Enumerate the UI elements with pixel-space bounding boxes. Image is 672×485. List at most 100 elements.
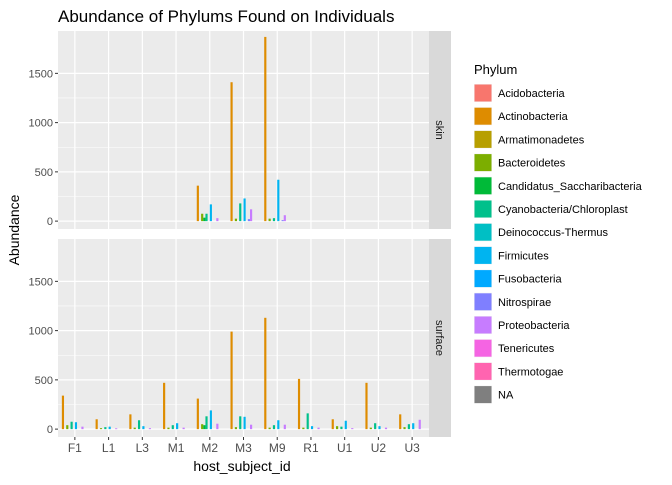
bar-U3-actinobacteria (399, 414, 402, 430)
bar-M9-actinobacteria (264, 36, 267, 222)
bar-M3-firmicutes (243, 198, 246, 222)
bar-M3-nitrospirae (247, 219, 251, 222)
facet-panel-skin: 0 500 1000 1500 skin (29, 31, 451, 229)
legend-item: Thermotogae (474, 362, 563, 381)
bar-U2-actinobacteria (365, 382, 368, 430)
bar-U3-bacteroidetes (403, 427, 406, 430)
bar-U2-firmicutes (378, 426, 381, 430)
bar-U3-proteobacteria (418, 419, 421, 430)
x-tick-label: R1 (303, 441, 319, 455)
y-tick-label: 1500 (29, 276, 53, 288)
x-tick-label: L1 (102, 441, 116, 455)
bar-M2-firmicutes (209, 204, 212, 222)
legend-item: Actinobacteria (474, 107, 569, 126)
bar-M3-cyanobacteria-chloroplast (239, 203, 242, 222)
bar-M1-bacteroidetes (167, 427, 170, 430)
bar-U1-proteobacteria (351, 428, 354, 430)
bar-M2-actinobacteria (196, 185, 199, 222)
legend-swatch (474, 130, 492, 148)
legend-label: Actinobacteria (498, 111, 569, 123)
bar-U3-cyanobacteria-chloroplast (407, 424, 410, 430)
legend-label: Thermotogae (498, 366, 563, 378)
legend-swatch (474, 316, 492, 334)
bar-M1-cyanobacteria-chloroplast (171, 425, 174, 430)
legend: Acidobacteria Actinobacteria Armatimonadet… (474, 84, 643, 404)
y-tick-label: 0 (47, 216, 53, 228)
legend-item: Cyanobacteria/Chloroplast (474, 200, 628, 218)
bar-M3-actinobacteria (230, 82, 233, 222)
bar-M9-proteobacteria (283, 424, 286, 430)
legend-item: NA (474, 385, 514, 404)
bar-L1-proteobacteria (115, 428, 118, 430)
bar-L3-actinobacteria (129, 414, 132, 430)
bar-M9-firmicutes (277, 179, 280, 222)
bar-R1-firmicutes (310, 426, 314, 430)
legend-item: Acidobacteria (474, 84, 566, 102)
bar-M1-firmicutes (176, 423, 179, 430)
facet-strip-label: skin (433, 120, 445, 140)
bar-M9-cyanobacteria-chloroplast (272, 425, 276, 430)
legend-swatch (474, 246, 492, 264)
chart-title: Abundance of Phylums Found on Individual… (58, 7, 394, 26)
legend-label: Armatimonadetes (498, 134, 585, 146)
bar-L3-proteobacteria (148, 428, 151, 430)
legend-swatch (474, 107, 492, 125)
bar-M2-proteobacteria (216, 423, 219, 430)
bar-M2-cyanobacteria-chloroplast (205, 213, 208, 222)
bar-M3-cyanobacteria-chloroplast (239, 416, 242, 430)
legend-item: Armatimonadetes (474, 130, 585, 149)
legend-label: Deinococcus-Thermus (498, 227, 609, 239)
bar-F1-bacteroidetes (66, 425, 69, 430)
bar-M9-bacteroidetes (268, 427, 271, 430)
bar-L3-cyanobacteria-chloroplast (137, 420, 141, 430)
legend-label: Cyanobacteria/Chloroplast (498, 204, 628, 216)
x-tick-label: M2 (201, 441, 218, 455)
legend-swatch (474, 270, 492, 288)
bar-R1-bacteroidetes (302, 427, 305, 430)
bar-L1-cyanobacteria-chloroplast (104, 427, 107, 430)
bar-M3-proteobacteria (250, 424, 253, 430)
bar-F1-cyanobacteria-chloroplast (70, 421, 73, 430)
facet-strip-label: surface (433, 320, 445, 356)
bar-M3-bacteroidetes (234, 218, 237, 222)
legend-swatch (474, 362, 492, 380)
y-tick-label: 500 (35, 375, 53, 387)
legend-label: Bacteroidetes (498, 158, 566, 170)
y-axis-title: Abundance (6, 194, 22, 265)
x-tick-label: U3 (404, 441, 420, 455)
bar-R1-cyanobacteria-chloroplast (306, 413, 309, 430)
bar-L3-bacteroidetes (133, 427, 136, 430)
bar-M2-proteobacteria (216, 218, 219, 222)
legend-label: Firmicutes (498, 250, 549, 262)
legend-swatch (474, 200, 492, 218)
bar-F1-proteobacteria (81, 426, 84, 430)
y-tick-label: 1500 (29, 68, 53, 80)
x-tick-label: M1 (168, 441, 185, 455)
bar-L3-firmicutes (142, 426, 145, 430)
bar-F1-actinobacteria (61, 395, 65, 430)
facet-strip (429, 31, 451, 229)
legend-swatch (474, 177, 492, 195)
bar-M3-actinobacteria (230, 331, 233, 430)
bar-M2-cyanobacteria-chloroplast (205, 416, 208, 430)
legend-swatch (474, 386, 492, 404)
bar-M2-bacteroidetes (201, 424, 204, 430)
bar-M9-bacteroidetes (268, 218, 271, 222)
bar-M9-firmicutes (277, 420, 280, 430)
bar-M1-actinobacteria (163, 382, 166, 430)
facet-strip (429, 239, 451, 437)
y-tick-label: 500 (35, 167, 53, 179)
bar-M9-actinobacteria (264, 317, 267, 430)
y-tick-label: 0 (47, 424, 53, 436)
legend-item: Nitrospirae (474, 292, 551, 311)
bar-U1-firmicutes (344, 420, 347, 430)
bar-M3-firmicutes (243, 416, 246, 430)
facet-panels: 0 500 1000 1500 skin 0 500 1000 1500 surface (29, 31, 451, 437)
x-tick-label: L3 (136, 441, 150, 455)
legend-swatch (474, 154, 492, 172)
bar-U2-cyanobacteria-chloroplast (374, 423, 377, 430)
legend-item: Candidatus_Saccharibacteria (474, 176, 643, 195)
bar-M2-candidatus-saccharibacteria (203, 425, 206, 430)
